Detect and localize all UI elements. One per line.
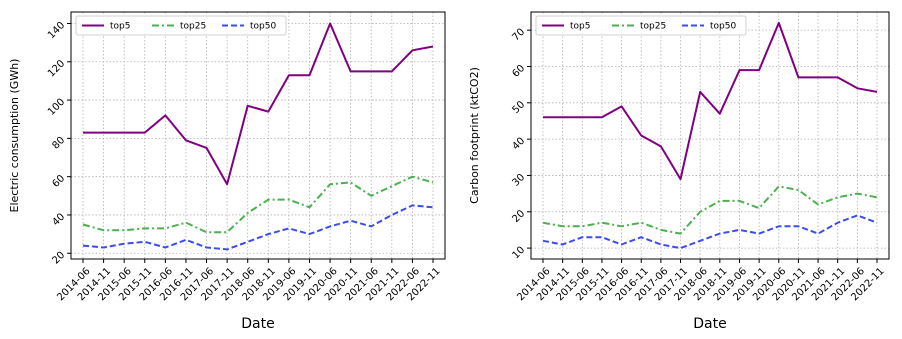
series-line-top5 (83, 22, 434, 186)
x-axis-label: Date (241, 316, 274, 332)
legend-box (535, 15, 747, 36)
y-tick-label: 40 (510, 136, 527, 153)
y-tick-label: 40 (50, 211, 67, 228)
plot-frame (70, 11, 446, 260)
series-line-top50 (542, 214, 878, 250)
legend-label-top50: top50 (710, 22, 736, 32)
plot-frame (530, 11, 890, 260)
y-axis-label: Carbon footprint (ktCO2) (468, 67, 481, 204)
y-tick-label: 120 (46, 58, 67, 79)
y-tick-label: 20 (50, 250, 67, 267)
legend-box (75, 15, 287, 36)
legend-label-top25: top25 (640, 22, 666, 32)
y-tick-label: 20 (510, 208, 527, 225)
y-tick-label: 70 (510, 27, 527, 44)
chart-panel-1: 204060801001201402014-062014-112015-0620… (8, 11, 446, 332)
series-line-top50 (82, 204, 434, 251)
y-tick-label: 140 (46, 20, 67, 41)
y-tick-label: 100 (46, 97, 67, 118)
legend-label-top50: top50 (250, 22, 276, 32)
legend-label-top5: top5 (570, 22, 590, 32)
legend-label-top5: top5 (110, 22, 130, 32)
y-tick-label: 10 (510, 245, 527, 262)
y-axis-label: Electric consumption (GWh) (8, 59, 21, 213)
y-tick-label: 60 (50, 173, 67, 190)
y-tick-label: 50 (510, 99, 527, 116)
y-tick-label: 80 (50, 135, 67, 152)
x-axis-label: Date (693, 316, 726, 332)
legend-label-top25: top25 (180, 22, 206, 32)
y-tick-label: 30 (510, 172, 527, 189)
series-line-top5 (543, 21, 878, 181)
series-line-top25 (82, 175, 434, 234)
series-line-top25 (542, 185, 878, 235)
y-tick-label: 60 (510, 63, 527, 80)
chart-panel-2: 102030405060702014-062014-112015-062015-… (468, 11, 890, 332)
